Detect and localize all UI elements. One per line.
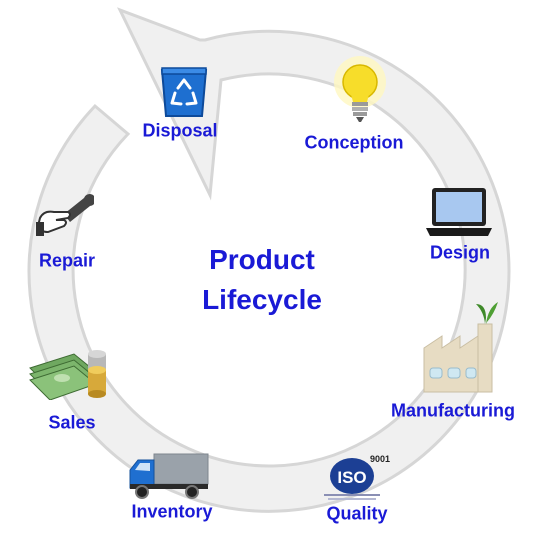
laptop-icon xyxy=(426,188,492,236)
stage-label-conception: Conception xyxy=(304,132,404,153)
recycle-bin-icon xyxy=(160,67,208,117)
factory-icon xyxy=(423,302,498,393)
iso-badge-text: ISO xyxy=(337,468,366,487)
stage-label-inventory: Inventory xyxy=(131,501,213,522)
iso-badge-icon: ISO 9001 xyxy=(324,454,390,500)
cycle-ring-path xyxy=(27,7,511,513)
diagram-title: Product Lifecycle xyxy=(202,240,322,320)
stage-label-disposal: Disposal xyxy=(142,120,218,141)
stage-label-manufacturing: Manufacturing xyxy=(391,400,515,421)
stage-label-repair: Repair xyxy=(38,250,96,271)
delivery-truck-icon xyxy=(129,453,209,499)
title-line-1: Product xyxy=(209,244,315,275)
stage-label-sales: Sales xyxy=(48,412,96,433)
light-bulb-icon xyxy=(334,56,386,122)
title-line-2: Lifecycle xyxy=(202,284,322,315)
iso-badge-number: 9001 xyxy=(370,454,390,464)
stage-label-quality: Quality xyxy=(326,503,388,524)
stage-label-design: Design xyxy=(429,242,491,263)
money-stack-icon xyxy=(29,350,106,400)
wrench-hand-icon xyxy=(36,194,94,236)
